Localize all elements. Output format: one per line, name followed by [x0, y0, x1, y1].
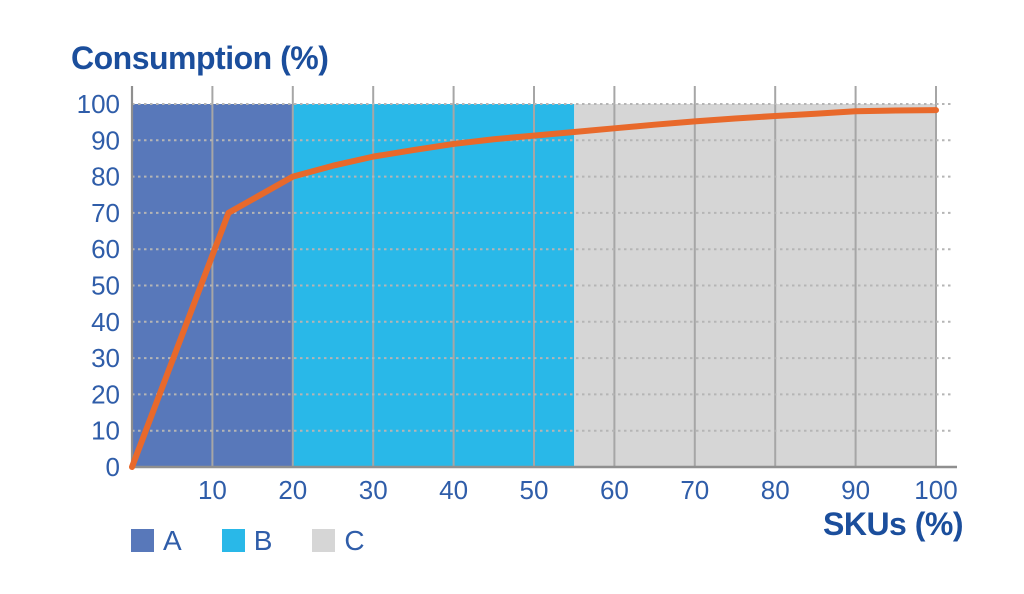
y-tick-label: 70	[91, 198, 120, 228]
y-tick-label: 60	[91, 234, 120, 264]
y-tick-label: 80	[91, 162, 120, 192]
chart-title: Consumption (%)	[71, 40, 329, 76]
x-tick-label: 50	[520, 475, 549, 505]
cumulative-consumption-curve	[129, 107, 939, 470]
y-tick-label: 20	[91, 379, 120, 409]
x-tick-label: 100	[914, 475, 957, 505]
legend-swatch-A	[131, 529, 154, 552]
legend-item-C: C	[312, 525, 365, 556]
x-tick-label: 20	[278, 475, 307, 505]
x-tick-label: 80	[761, 475, 790, 505]
y-tick-label: 30	[91, 343, 120, 373]
x-tick-label: 10	[198, 475, 227, 505]
legend-label-B: B	[253, 525, 273, 556]
y-tick-label: 0	[106, 452, 120, 482]
x-tick-label: 40	[439, 475, 468, 505]
legend-label-C: C	[344, 525, 365, 556]
legend-item-A: A	[131, 525, 182, 556]
y-tick-label: 90	[91, 125, 120, 155]
legend-swatch-C	[312, 529, 336, 552]
zone-C	[574, 104, 936, 467]
legend-label-A: A	[163, 525, 182, 556]
y-tick-label: 100	[77, 89, 120, 119]
x-tick-label: 30	[359, 475, 388, 505]
x-tick-label: 90	[841, 475, 870, 505]
y-tick-label: 50	[91, 271, 120, 301]
legend-swatch-B	[221, 529, 245, 552]
x-axis-title: SKUs (%)	[822, 506, 964, 542]
x-tick-label: 70	[680, 475, 709, 505]
legend: A B C	[131, 525, 365, 556]
y-tick-label: 10	[91, 416, 120, 446]
y-tick-label: 40	[91, 307, 120, 337]
legend-item-B: B	[221, 525, 273, 556]
x-tick-label: 60	[600, 475, 629, 505]
